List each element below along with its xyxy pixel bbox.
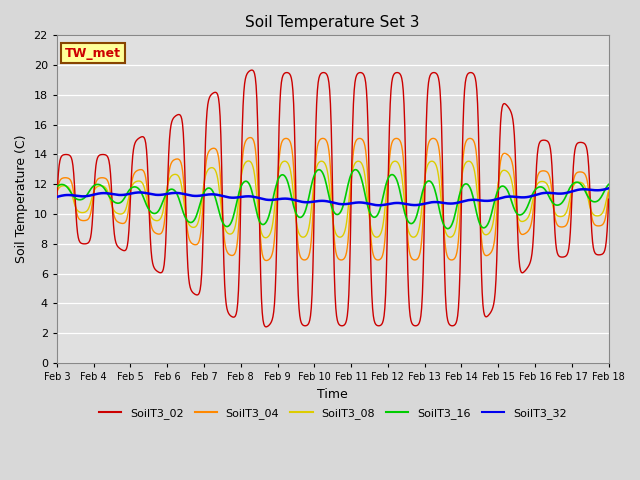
SoilT3_16	[352, 167, 360, 172]
Line: SoilT3_04: SoilT3_04	[57, 138, 609, 261]
SoilT3_08	[262, 235, 269, 240]
SoilT3_16	[53, 184, 61, 190]
SoilT3_16	[444, 226, 452, 231]
SoilT3_04	[53, 191, 61, 197]
Y-axis label: Soil Temperature (C): Soil Temperature (C)	[15, 135, 28, 264]
SoilT3_04	[262, 258, 270, 264]
SoilT3_32	[198, 192, 205, 198]
SoilT3_02	[605, 196, 612, 202]
Line: SoilT3_32: SoilT3_32	[57, 188, 609, 205]
SoilT3_32	[324, 199, 332, 204]
SoilT3_32	[379, 202, 387, 208]
SoilT3_02	[380, 317, 387, 323]
SoilT3_16	[379, 196, 387, 202]
SoilT3_08	[434, 168, 442, 174]
SoilT3_02	[326, 87, 333, 93]
X-axis label: Time: Time	[317, 388, 348, 401]
SoilT3_02	[248, 67, 255, 73]
SoilT3_16	[198, 195, 205, 201]
Line: SoilT3_08: SoilT3_08	[57, 161, 609, 238]
SoilT3_32	[174, 190, 182, 196]
SoilT3_04	[326, 155, 333, 161]
SoilT3_04	[174, 156, 182, 162]
Legend: SoilT3_02, SoilT3_04, SoilT3_08, SoilT3_16, SoilT3_32: SoilT3_02, SoilT3_04, SoilT3_08, SoilT3_…	[94, 403, 571, 423]
SoilT3_02	[434, 73, 442, 79]
SoilT3_32	[53, 194, 61, 200]
SoilT3_08	[380, 220, 387, 226]
SoilT3_16	[324, 190, 332, 195]
Text: TW_met: TW_met	[65, 47, 121, 60]
SoilT3_16	[605, 181, 612, 187]
SoilT3_04	[556, 224, 563, 229]
SoilT3_04	[198, 221, 205, 227]
SoilT3_08	[605, 188, 612, 193]
SoilT3_32	[375, 203, 383, 208]
Line: SoilT3_16: SoilT3_16	[57, 169, 609, 228]
SoilT3_02	[53, 196, 61, 202]
Line: SoilT3_02: SoilT3_02	[57, 70, 609, 327]
SoilT3_16	[174, 193, 182, 199]
SoilT3_08	[53, 189, 61, 195]
SoilT3_04	[605, 190, 612, 196]
SoilT3_02	[198, 271, 205, 276]
SoilT3_02	[556, 253, 563, 259]
SoilT3_08	[244, 158, 252, 164]
SoilT3_16	[433, 195, 441, 201]
SoilT3_04	[246, 135, 254, 141]
SoilT3_08	[556, 214, 563, 219]
SoilT3_02	[174, 112, 182, 118]
SoilT3_32	[555, 191, 563, 196]
SoilT3_04	[380, 250, 387, 255]
SoilT3_08	[198, 198, 205, 204]
Title: Soil Temperature Set 3: Soil Temperature Set 3	[246, 15, 420, 30]
SoilT3_08	[326, 186, 333, 192]
SoilT3_32	[605, 185, 612, 191]
SoilT3_08	[174, 173, 182, 179]
SoilT3_02	[262, 324, 270, 330]
SoilT3_16	[556, 202, 563, 207]
SoilT3_32	[433, 199, 441, 205]
SoilT3_04	[434, 140, 442, 146]
